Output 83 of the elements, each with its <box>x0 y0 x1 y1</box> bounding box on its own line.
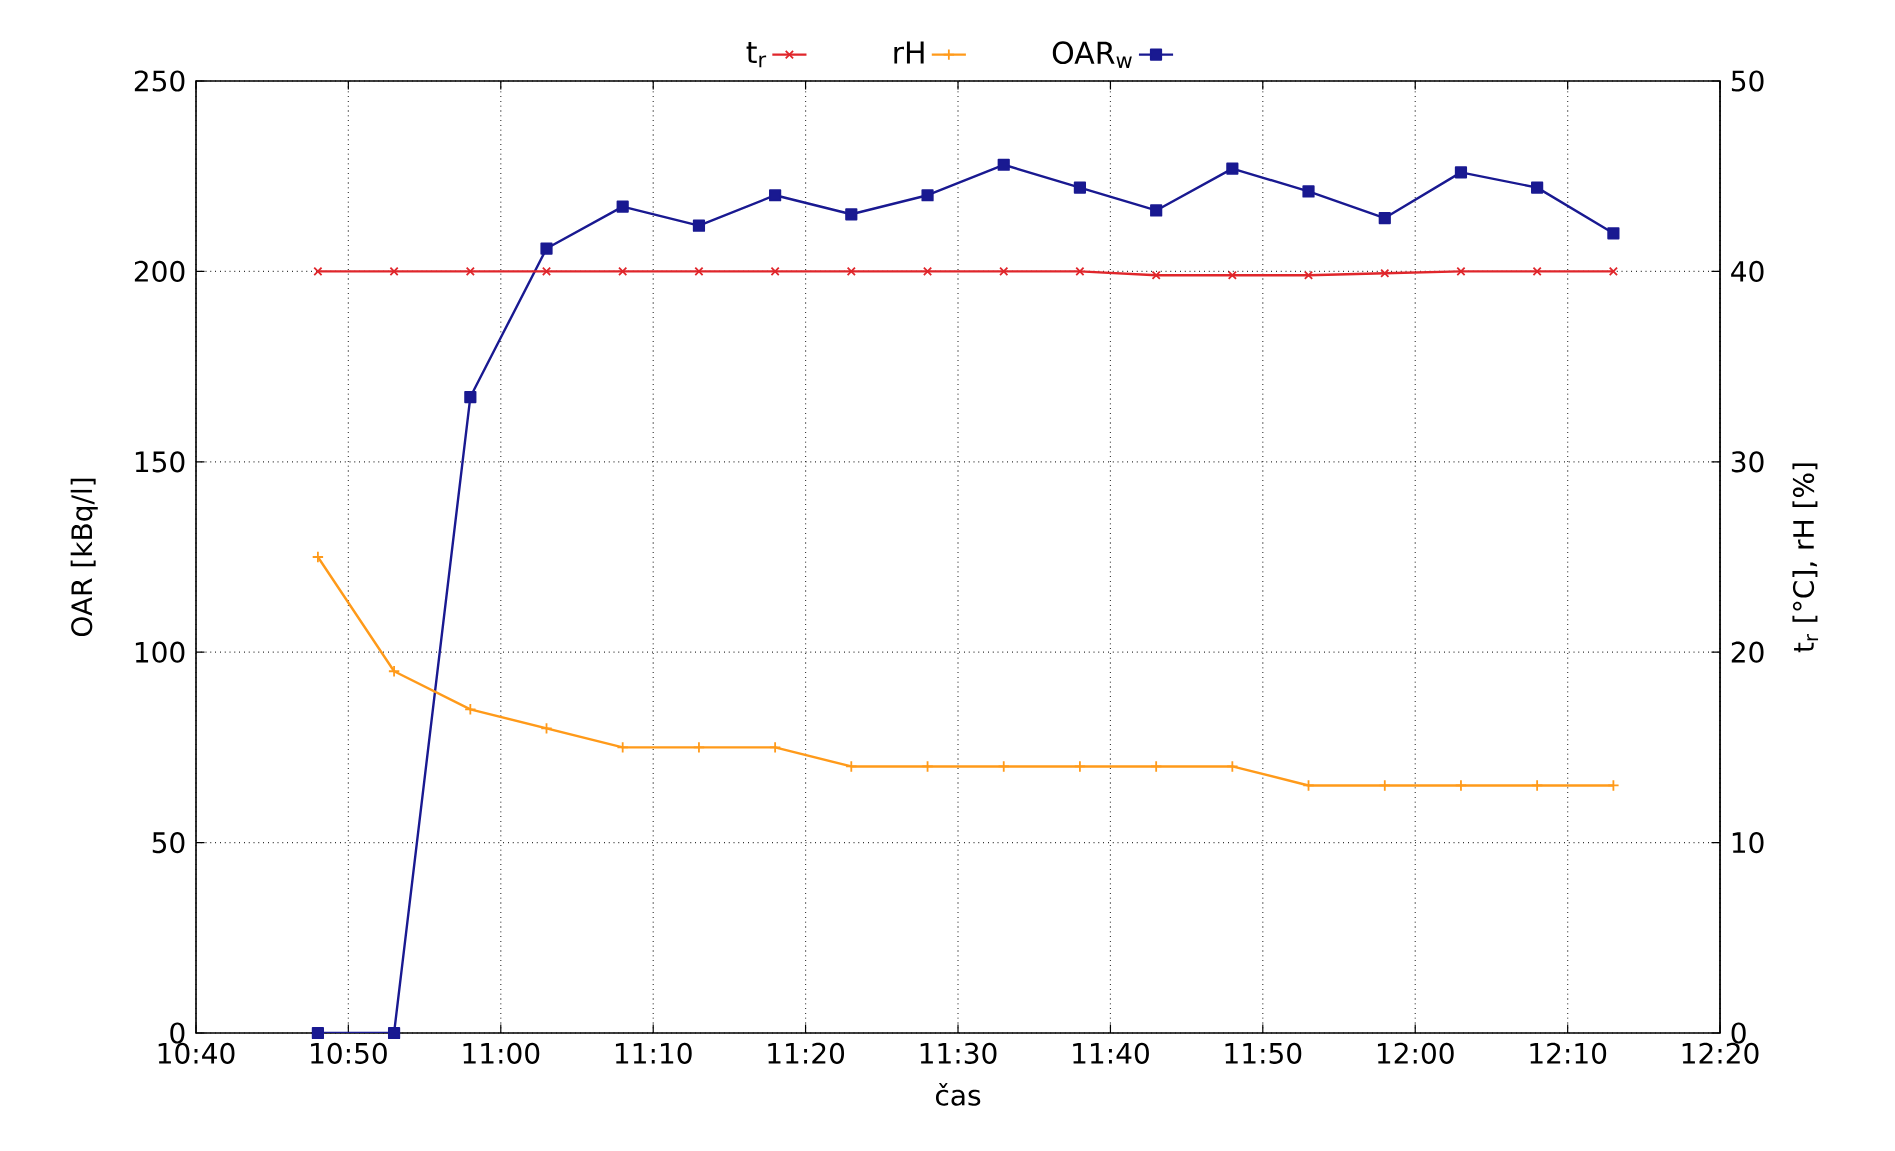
point <box>618 266 628 276</box>
x-tick-label: 11:10 <box>615 1042 692 1064</box>
y2-tick-label: 20 <box>1731 641 1764 663</box>
point <box>311 550 324 564</box>
point <box>1303 270 1314 280</box>
point <box>921 760 934 773</box>
point <box>1226 162 1239 175</box>
y2-tick-label: 0 <box>1731 1022 1746 1044</box>
x-tick-label: 11:30 <box>920 1042 997 1064</box>
y2-axis-title: t$_{r}$ [°C], rH [%] <box>1792 463 1819 653</box>
point <box>541 266 552 276</box>
y-axis-title: OAR [kBq/l] <box>70 478 98 637</box>
y-tick-label: 0 <box>170 1022 185 1044</box>
point <box>1608 266 1618 276</box>
point <box>1073 181 1087 194</box>
x-tick-label: 11:40 <box>1073 1042 1149 1064</box>
point <box>1150 204 1163 217</box>
point <box>1531 181 1544 194</box>
x-tick-label: 10:40 <box>158 1042 235 1064</box>
point <box>1227 270 1237 280</box>
y-tick-label: 50 <box>152 831 185 854</box>
point <box>769 741 782 754</box>
point <box>846 266 856 276</box>
point <box>540 722 553 735</box>
point <box>1380 268 1390 278</box>
legend-label: rH <box>894 41 924 64</box>
point <box>770 266 780 276</box>
point <box>921 189 934 202</box>
point <box>997 760 1010 773</box>
point <box>1226 760 1239 773</box>
point <box>311 1026 324 1040</box>
point <box>1454 166 1468 179</box>
y-tick-label: 150 <box>135 451 185 473</box>
x-tick-label: 11:20 <box>768 1042 845 1064</box>
point <box>1378 211 1391 225</box>
y-tick-label: 200 <box>134 260 185 282</box>
point <box>616 741 629 754</box>
point <box>694 266 704 276</box>
point <box>1456 266 1466 276</box>
x-tick-label: 10:50 <box>311 1042 387 1064</box>
point <box>1531 779 1544 792</box>
y2-tick-label: 30 <box>1731 451 1764 473</box>
point <box>465 266 475 276</box>
point <box>692 741 706 754</box>
x-tick-label: 12:20 <box>1682 1042 1759 1064</box>
x-tick-label: 12:10 <box>1530 1042 1607 1064</box>
point <box>845 760 858 773</box>
point <box>1532 266 1542 276</box>
x-tick-label: 12:00 <box>1377 1042 1454 1064</box>
point <box>389 266 399 276</box>
point <box>999 266 1009 276</box>
point <box>1378 779 1391 792</box>
point <box>313 266 323 276</box>
point <box>1607 779 1620 792</box>
point <box>692 219 706 232</box>
point <box>1454 779 1468 792</box>
point <box>1073 760 1087 773</box>
point <box>1302 779 1315 792</box>
y2-tick-label: 50 <box>1731 70 1764 92</box>
point <box>540 242 553 255</box>
point <box>845 208 858 221</box>
point <box>1150 760 1163 773</box>
point <box>1151 270 1161 280</box>
point <box>387 1026 401 1040</box>
point <box>464 703 477 716</box>
point <box>387 665 401 678</box>
y2-tick-label: 10 <box>1732 831 1764 854</box>
x-axis-title: čas <box>935 1082 981 1106</box>
point <box>1075 266 1085 276</box>
x-tick-label: 11:00 <box>463 1042 540 1064</box>
legend-label: t$_{r}$ <box>746 41 767 68</box>
point <box>769 189 782 202</box>
point <box>616 200 629 213</box>
point <box>997 158 1010 171</box>
point <box>1302 185 1315 198</box>
point <box>922 266 933 276</box>
x-tick-label: 11:50 <box>1225 1042 1302 1064</box>
legend-label: OAR$_{w}$ <box>1052 41 1132 68</box>
y2-tick-label: 40 <box>1731 260 1764 282</box>
point <box>464 390 477 404</box>
point <box>1607 227 1620 240</box>
y-tick-label: 250 <box>134 70 185 92</box>
y-tick-label: 100 <box>135 641 185 663</box>
